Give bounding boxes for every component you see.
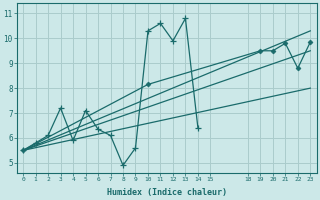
X-axis label: Humidex (Indice chaleur): Humidex (Indice chaleur) xyxy=(107,188,227,197)
